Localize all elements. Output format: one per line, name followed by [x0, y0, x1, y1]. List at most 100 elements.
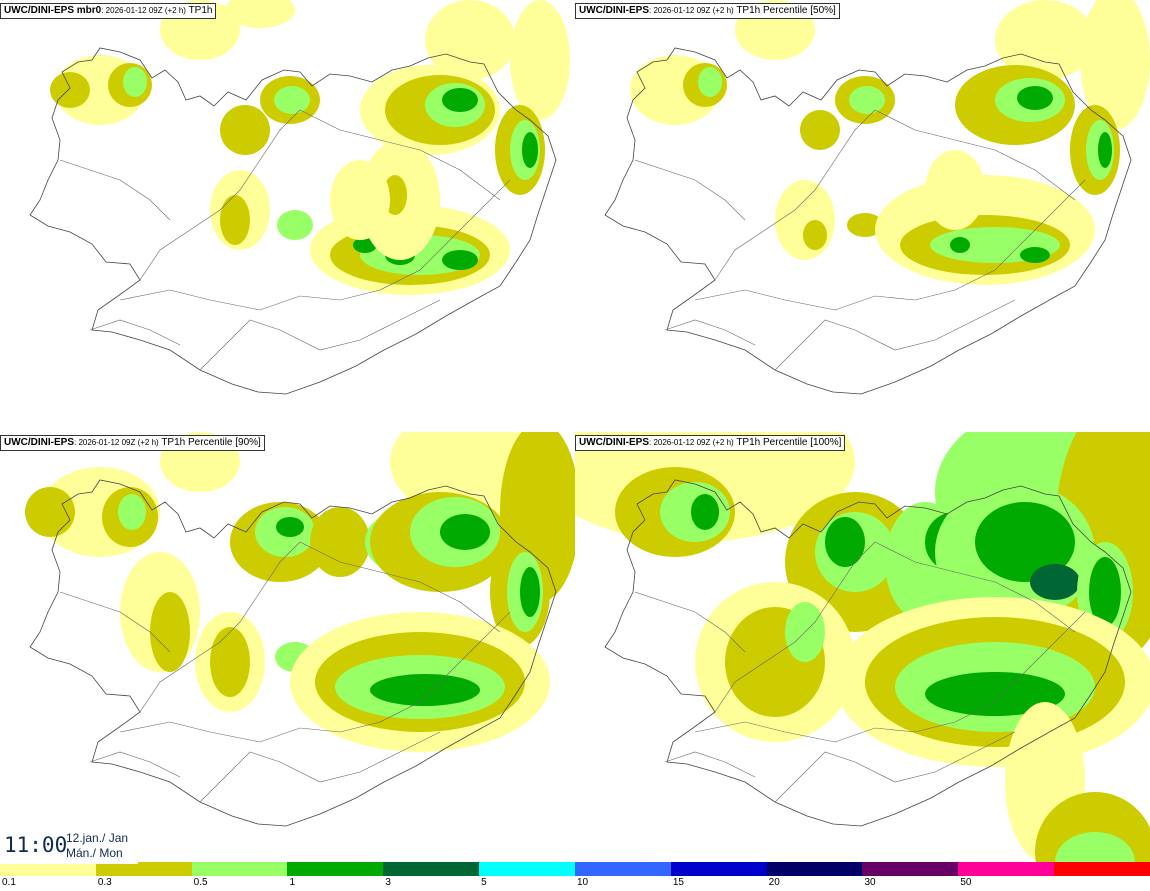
- panel-title-meta: : 2026-01-12 09Z (+2 h): [649, 6, 734, 15]
- precip-contour: [847, 213, 883, 237]
- precip-map: [604, 0, 1150, 395]
- precip-contour: [118, 494, 146, 530]
- precip-contour: [1098, 132, 1112, 168]
- map-panel-p100: UWC/DINI-EPS: 2026-01-12 09Z (+2 h) TP1h…: [575, 432, 1150, 862]
- panel-title-field: TP1h: [188, 5, 213, 16]
- road-line: [774, 299, 1016, 371]
- precip-contour: [440, 514, 490, 550]
- panel-title-meta: : 2026-01-12 09Z (+2 h): [101, 6, 186, 15]
- precip-contour: [310, 507, 370, 577]
- coastline: [29, 47, 557, 395]
- legend-tick-label: 30: [864, 877, 876, 888]
- legend-color-bar: [0, 862, 1150, 876]
- precip-contour: [25, 487, 75, 537]
- legend-swatch: [287, 862, 384, 876]
- precip-contour: [220, 105, 270, 155]
- legend-tick-label: 20: [768, 877, 780, 888]
- precip-contour: [510, 0, 570, 120]
- precip-contour: [220, 195, 250, 245]
- precip-field: [630, 0, 1150, 285]
- precip-contour: [925, 150, 985, 230]
- valid-time-box: 11:00 12.jan./ Jan Mán./ Mon: [0, 826, 138, 864]
- precip-contour: [274, 86, 310, 114]
- legend-swatch: [0, 862, 96, 876]
- precip-contour: [210, 627, 250, 697]
- road-line: [714, 541, 876, 713]
- panel-title-field: TP1h Percentile [90%]: [161, 437, 261, 448]
- coastline: [29, 479, 557, 827]
- legend-swatch: [958, 862, 1055, 876]
- precip-contour: [123, 67, 147, 97]
- legend-tick-label: 10: [577, 877, 589, 888]
- panel-title-meta: : 2026-01-12 09Z (+2 h): [649, 438, 734, 447]
- panel-title: UWC/DINI-EPS: 2026-01-12 09Z (+2 h) TP1h…: [0, 435, 265, 451]
- legend-swatch: [574, 862, 671, 876]
- panel-title: UWC/DINI-EPS mbr0: 2026-01-12 09Z (+2 h)…: [0, 3, 217, 19]
- precip-contour: [825, 517, 865, 567]
- road-line: [119, 611, 511, 743]
- panel-title-prefix: UWC/DINI-EPS: [579, 5, 649, 16]
- precip-contour: [1030, 564, 1080, 600]
- map-panel-p90: UWC/DINI-EPS: 2026-01-12 09Z (+2 h) TP1h…: [0, 432, 575, 862]
- precip-contour: [803, 220, 827, 250]
- precip-field: [25, 432, 575, 752]
- precip-field: [50, 0, 570, 295]
- map-panel-p50: UWC/DINI-EPS: 2026-01-12 09Z (+2 h) TP1h…: [575, 0, 1150, 430]
- road-line: [299, 541, 501, 633]
- legend-swatch: [191, 862, 288, 876]
- precip-contour: [330, 160, 390, 240]
- legend-tick-label: 50: [960, 877, 972, 888]
- road-line: [89, 319, 181, 346]
- road-line: [634, 591, 746, 653]
- precip-contour: [522, 132, 538, 168]
- road-line: [774, 731, 1016, 803]
- road-line: [119, 179, 511, 311]
- panel-title-prefix: UWC/DINI-EPS: [4, 437, 74, 448]
- valid-date-line2: Mán./ Mon: [66, 846, 123, 860]
- panel-title-field: TP1h Percentile [100%]: [736, 437, 842, 448]
- precip-contour: [691, 494, 719, 530]
- legend-swatch: [95, 862, 192, 876]
- panel-title: UWC/DINI-EPS: 2026-01-12 09Z (+2 h) TP1h…: [575, 435, 846, 451]
- precip-contour: [225, 0, 295, 28]
- road-line: [664, 751, 756, 778]
- legend-tick-label: 0.3: [97, 877, 112, 888]
- road-line: [714, 109, 876, 281]
- precip-contour: [1055, 832, 1135, 862]
- precip-contour: [1089, 557, 1121, 627]
- precip-map: [29, 0, 570, 395]
- legend-tick-label: 0.1: [2, 877, 16, 888]
- panel-title-prefix: UWC/DINI-EPS: [579, 437, 649, 448]
- legend-swatch: [479, 862, 575, 876]
- map-panel-member0: UWC/DINI-EPS mbr0: 2026-01-12 09Z (+2 h)…: [0, 0, 575, 430]
- precip-contour: [925, 672, 1065, 716]
- precip-contour: [370, 674, 480, 706]
- precip-legend: 0.1 0.3 0.5 1 3 5 10 15 20 30 50: [0, 862, 1150, 891]
- legend-tick-label: 0.5: [193, 877, 208, 888]
- road-line: [634, 159, 746, 221]
- precip-map: [25, 432, 575, 827]
- precip-contour: [50, 72, 90, 108]
- precip-contour: [425, 0, 515, 80]
- precip-contour: [1020, 247, 1050, 263]
- legend-swatch: [766, 862, 863, 876]
- panel-title: UWC/DINI-EPS: 2026-01-12 09Z (+2 h) TP1h…: [575, 3, 840, 19]
- precip-contour: [276, 517, 304, 537]
- road-line: [199, 299, 441, 371]
- precip-contour: [150, 592, 190, 672]
- road-line: [139, 109, 301, 281]
- precip-contour: [520, 567, 540, 617]
- precip-map: [575, 432, 1150, 862]
- coastline: [604, 479, 1132, 827]
- legend-swatch: [670, 862, 767, 876]
- road-line: [199, 731, 441, 803]
- precip-contour: [698, 67, 722, 97]
- road-line: [874, 541, 1076, 633]
- legend-swatch: [862, 862, 959, 876]
- panel-title-meta: : 2026-01-12 09Z (+2 h): [74, 438, 159, 447]
- road-line: [664, 319, 756, 346]
- panel-title-prefix: UWC/DINI-EPS mbr0: [4, 5, 102, 16]
- legend-swatch: [1054, 862, 1150, 876]
- legend-tick-label: 15: [672, 877, 684, 888]
- precip-contour: [1017, 86, 1053, 110]
